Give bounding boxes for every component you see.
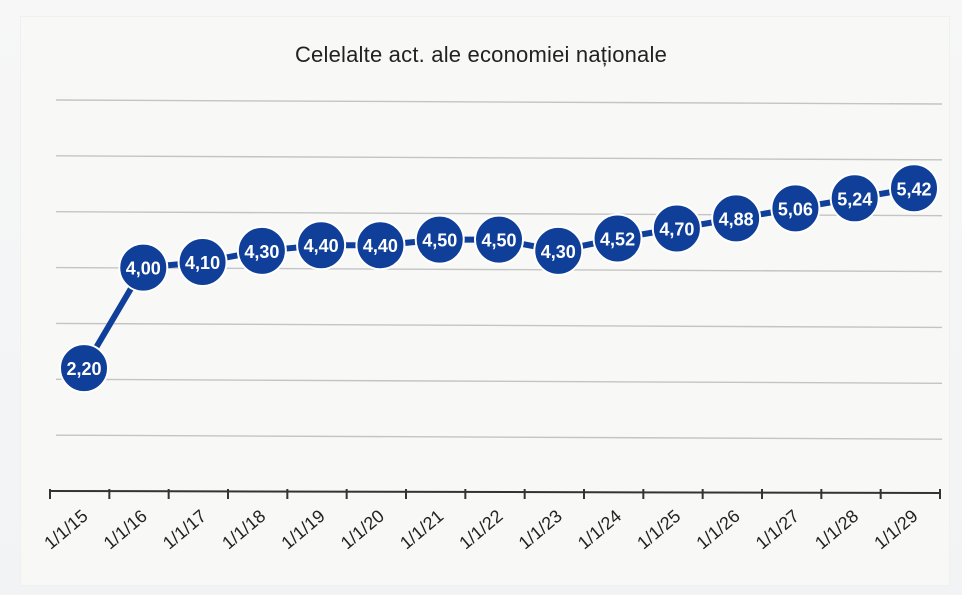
x-axis-line [49, 490, 941, 494]
data-label: 4,52 [600, 230, 635, 250]
x-tick-label: 1/1/29 [870, 506, 921, 553]
data-label: 4,50 [422, 231, 457, 251]
data-label: 4,00 [126, 259, 161, 279]
gridline [55, 378, 943, 384]
data-point-marker [711, 193, 762, 244]
x-tick-label: 1/1/23 [515, 506, 566, 553]
data-label: 5,42 [896, 179, 931, 199]
data-point-marker [414, 214, 465, 265]
data-point-marker [474, 214, 524, 265]
chart-title: Celelalte act. ale economiei naționale [294, 42, 668, 67]
x-tick-label: 1/1/16 [100, 506, 151, 553]
x-tick-label: 1/1/15 [40, 506, 91, 553]
data-point-marker [770, 183, 821, 234]
gridline [55, 155, 943, 161]
data-point-marker [236, 225, 287, 276]
x-tick-label: 1/1/18 [218, 506, 269, 553]
x-tick-label: 1/1/25 [633, 506, 684, 553]
label-layer: 2,20 4,00 4,10 4,30 4,40 4,40 4,50 4,50 4,30 4,52… [66, 179, 931, 379]
data-point-marker [177, 236, 228, 287]
data-label: 4,70 [659, 219, 694, 239]
x-tick-label: 1/1/22 [455, 506, 506, 553]
data-point-marker [59, 343, 109, 394]
data-label: 5,06 [778, 199, 813, 219]
data-point-marker [533, 225, 584, 276]
data-label: 4,30 [541, 242, 576, 262]
data-label: 5,24 [837, 189, 872, 209]
data-point-marker [829, 173, 880, 224]
data-point-marker [118, 242, 169, 293]
x-tick-label: 1/1/26 [693, 506, 744, 553]
data-point-marker [355, 220, 406, 271]
gridline [55, 434, 943, 440]
data-label: 4,40 [363, 236, 398, 256]
series-layer [59, 163, 939, 394]
data-label: 4,10 [185, 253, 220, 273]
x-tick-label: 1/1/19 [278, 506, 329, 553]
x-tick-label: 1/1/20 [337, 506, 388, 553]
x-tick-label: 1/1/21 [396, 506, 447, 553]
x-tick-label: 1/1/28 [811, 506, 862, 553]
data-point-marker [651, 203, 702, 254]
data-label: 4,50 [481, 231, 516, 251]
data-point-marker [889, 163, 939, 214]
data-label: 2,20 [66, 359, 101, 379]
data-label: 4,30 [244, 242, 279, 262]
data-label: 4,40 [304, 236, 339, 256]
data-label: 4,88 [719, 209, 754, 229]
x-tick-label: 1/1/27 [752, 506, 803, 553]
data-point-marker [296, 220, 347, 271]
gridline [55, 322, 943, 329]
gridline [55, 99, 943, 105]
axis-layer: 1/1/15 1/1/16 1/1/17 1/1/18 1/1/19 1/1/20 1/1/… [40, 489, 941, 553]
x-tick-label: 1/1/24 [574, 506, 625, 553]
x-tick-label: 1/1/17 [159, 506, 210, 553]
data-point-marker [592, 213, 643, 264]
